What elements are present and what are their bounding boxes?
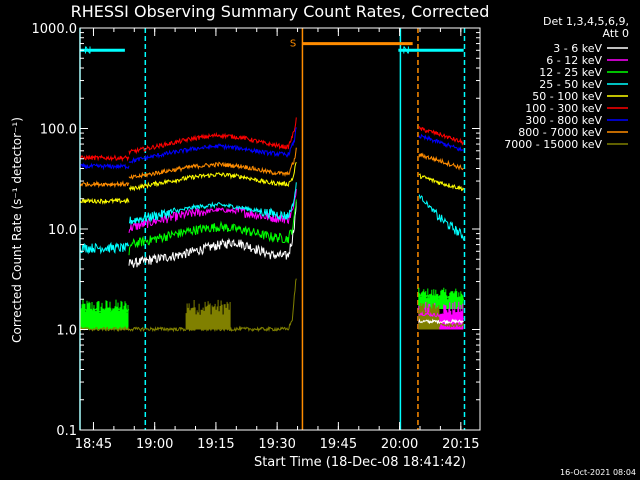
state-bar-label-2: S	[290, 39, 296, 50]
series-4-segment-0	[79, 197, 130, 205]
x-tick-label-6: 20:15	[442, 437, 479, 452]
y-tick-label-2: 10.0	[48, 223, 77, 238]
y-tick-label-4: 1000.0	[32, 22, 78, 37]
series-5-segment-0	[79, 154, 130, 163]
series-8-segment-0	[79, 278, 297, 333]
footer-timestamp: 16-Oct-2021 08:04	[560, 468, 636, 477]
series-3-segment-1	[128, 182, 297, 225]
state-bar-label-0: N	[84, 45, 91, 56]
axes: 0.1 1.0 10.0 100.0 1000.0 18:45 19:00 19:15 19:3…	[32, 22, 481, 452]
series-2-segment-2	[418, 292, 465, 302]
x-tick-label-2: 19:15	[197, 437, 234, 452]
series-6-segment-0	[79, 162, 130, 171]
legend-label-3: 25 - 50 keV	[539, 78, 602, 91]
x-tick-label-4: 19:45	[320, 437, 357, 452]
legend-label-4: 50 - 100 keV	[532, 90, 602, 103]
noise-band-1	[185, 299, 231, 330]
legend-label-0: 3 - 6 keV	[553, 42, 602, 55]
x-tick-label-1: 19:00	[136, 437, 173, 452]
series-0-segment-1	[418, 318, 464, 326]
legend-label-1: 6 - 12 keV	[546, 54, 602, 67]
legend-label-5: 100 - 300 keV	[525, 102, 602, 115]
series-2-segment-1	[128, 199, 297, 256]
x-tick-label-0: 18:45	[75, 437, 112, 452]
y-tick-label-3: 100.0	[40, 123, 77, 138]
series-2-segment-0	[79, 307, 130, 314]
legend-header-line-1: Det 1,3,4,5,6,9,	[543, 15, 629, 28]
y-tick-label-1: 1.0	[56, 324, 77, 339]
x-tick-label-3: 19:30	[258, 437, 295, 452]
series-4-segment-1	[128, 161, 297, 192]
series-4-segment-2	[418, 173, 465, 192]
state-bar-label-1: N	[402, 45, 409, 56]
series-7-segment-0	[79, 180, 130, 189]
plot-area: N NS	[79, 28, 466, 430]
series-6-segment-1	[128, 127, 297, 164]
legend-label-2: 12 - 25 keV	[539, 66, 602, 79]
legend-header-line-2: Att 0	[603, 27, 629, 40]
x-tick-label-5: 20:00	[381, 437, 418, 452]
series-1-segment-1	[418, 311, 464, 320]
series-0-segment-0	[128, 201, 297, 268]
series-7-segment-2	[418, 152, 464, 171]
series-6-segment-2	[418, 133, 465, 152]
x-axis-label: Start Time (18-Dec-08 18:41:42)	[254, 455, 466, 470]
series-3-segment-0	[79, 241, 130, 255]
series-3-segment-2	[418, 194, 465, 241]
series-8-segment-1	[418, 321, 465, 329]
legend-label-6: 300 - 800 keV	[525, 114, 602, 127]
series-7-segment-1	[128, 147, 297, 180]
y-tick-label-0: 0.1	[56, 424, 77, 439]
series-5-segment-1	[128, 117, 297, 156]
chart-title: RHESSI Observing Summary Count Rates, Co…	[71, 2, 490, 21]
series-5-segment-2	[418, 126, 465, 146]
y-axis-label: Corrected Count Rate (s⁻¹ detector⁻¹)	[10, 117, 24, 343]
legend-label-8: 7000 - 15000 keV	[504, 138, 602, 151]
legend-label-7: 800 - 7000 keV	[518, 126, 602, 139]
